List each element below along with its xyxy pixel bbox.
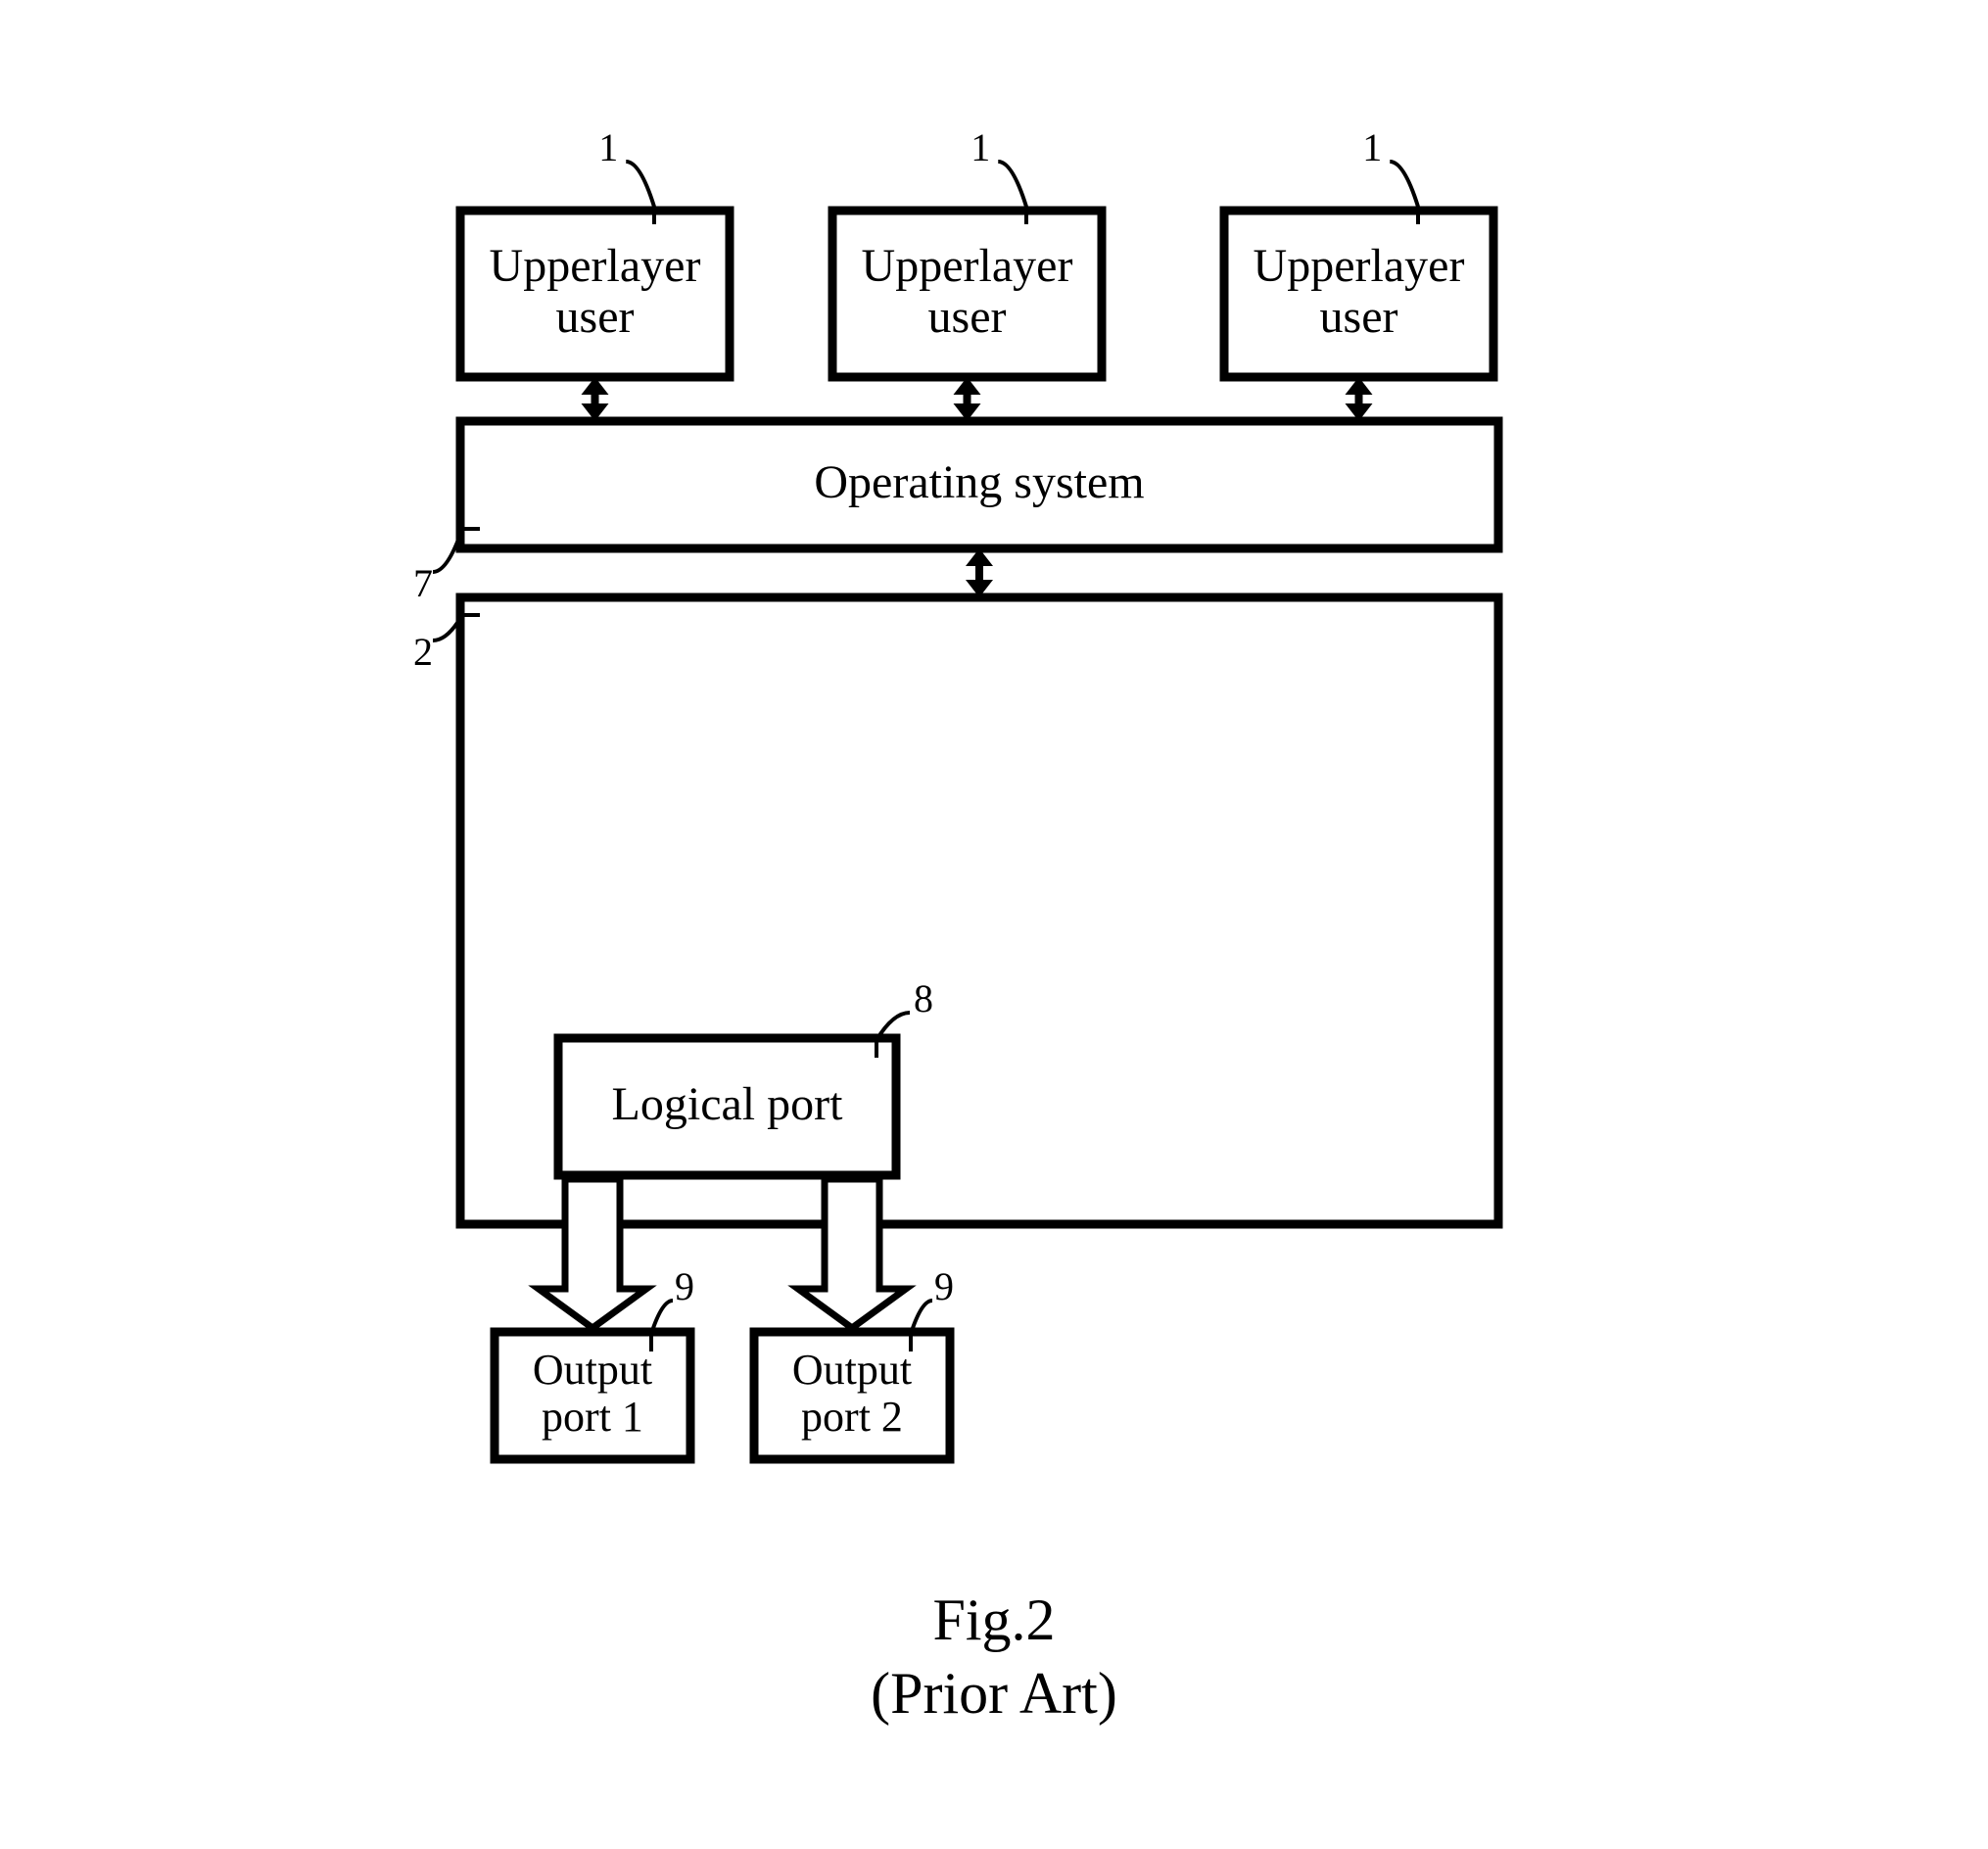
ref-number-9: 9 [675, 1264, 694, 1308]
upperlayer-user-label2: user [1320, 291, 1398, 343]
ref-number-8: 8 [914, 976, 933, 1020]
upperlayer-user-label1: Upperlayer [862, 240, 1073, 292]
logical-port-label: Logical port [612, 1078, 844, 1130]
ref-leader [626, 162, 654, 207]
figure-caption-line1: Fig.2 [932, 1588, 1055, 1652]
ref-number-1: 1 [598, 125, 618, 169]
output-port-label1: Output [792, 1346, 912, 1394]
ref-number-9: 9 [934, 1264, 954, 1308]
ref-number-1: 1 [1362, 125, 1382, 169]
upperlayer-user-label2: user [556, 291, 635, 343]
output-port-label2: port 2 [801, 1393, 903, 1441]
ref-number-1: 1 [970, 125, 990, 169]
upperlayer-user-label1: Upperlayer [490, 240, 701, 292]
ref-number-2: 2 [413, 630, 433, 674]
ref-leader [1390, 162, 1418, 207]
ref-number-7: 7 [413, 561, 433, 605]
output-port-label2: port 1 [542, 1393, 643, 1441]
figure-caption-line2: (Prior Art) [871, 1661, 1117, 1726]
upperlayer-user-label1: Upperlayer [1254, 240, 1465, 292]
output-port-label1: Output [533, 1346, 652, 1394]
upperlayer-user-label2: user [928, 291, 1007, 343]
diagram-root: Upperlayeruser1Upperlayeruser1Upperlayer… [0, 0, 1988, 1849]
operating-system-label: Operating system [814, 456, 1144, 508]
ref-leader [998, 162, 1026, 207]
